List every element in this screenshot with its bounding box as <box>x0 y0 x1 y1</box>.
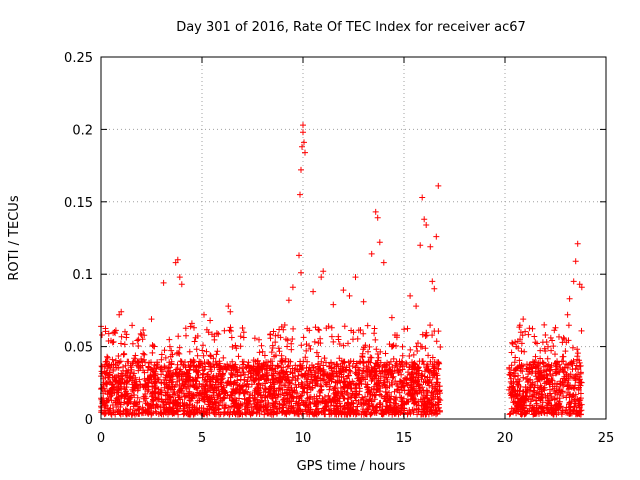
data-points <box>98 122 585 418</box>
x-tick-label: 20 <box>497 431 514 446</box>
roti-point-markers <box>98 122 585 418</box>
x-axis-tick-labels: 0 5 10 15 20 25 <box>97 431 614 446</box>
y-tick-label: 0 <box>85 413 93 428</box>
y-tick-label: 0.2 <box>72 123 93 138</box>
plot-frame <box>100 56 607 420</box>
x-tick-label: 0 <box>97 431 105 446</box>
y-tick-label: 0.15 <box>64 196 93 211</box>
y-tick-label: 0.05 <box>64 341 93 356</box>
axis-ticks <box>100 56 607 420</box>
x-tick-label: 15 <box>396 431 413 446</box>
y-tick-label: 0.1 <box>72 268 93 283</box>
grid-lines <box>101 57 606 419</box>
x-tick-label: 10 <box>295 431 312 446</box>
y-tick-label: 0.25 <box>64 51 93 66</box>
chart-title: Day 301 of 2016, Rate Of TEC Index for r… <box>176 20 526 35</box>
x-axis-title: GPS time / hours <box>297 459 406 474</box>
y-axis-tick-labels: 0 0.05 0.1 0.15 0.2 0.25 <box>64 51 93 428</box>
x-tick-label: 5 <box>198 431 206 446</box>
x-tick-label: 25 <box>598 431 615 446</box>
y-axis-title: ROTI / TECUs <box>7 195 22 280</box>
